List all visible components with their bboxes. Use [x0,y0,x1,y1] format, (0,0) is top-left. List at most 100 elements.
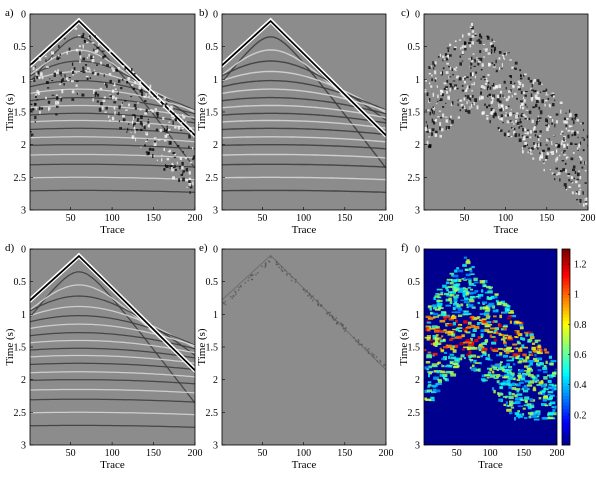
noise-speckle [35,72,38,76]
heatmap-cell [463,312,469,315]
noise-speckle [193,155,195,160]
noise-speckle [493,83,495,86]
noise-speckle [141,92,144,97]
colorbar-segment [562,314,570,319]
noise-speckle [476,105,479,110]
colorbar-segment [562,356,570,361]
colorbar-segment [562,271,570,276]
noise-speckle [153,94,156,97]
noise-speckle [122,115,125,118]
noise-speckle [66,77,69,80]
colorbar-segment [562,373,570,377]
heatmap-cell [424,397,427,401]
noise-speckle [573,134,577,136]
noise-speckle [424,127,427,131]
heatmap-cell [465,339,472,342]
heatmap-cell [433,342,436,346]
heatmap-cell [463,277,466,280]
panel-letter: c) [401,7,410,19]
colorbar-tick-label: 0.8 [574,320,587,331]
noise-speckle [166,133,169,136]
heatmap-cell [542,398,547,402]
heatmap-cell [522,353,527,357]
heatmap-cell [476,323,480,326]
noise-speckle [463,41,467,45]
heatmap-cell [445,378,448,381]
noise-speckle [153,137,157,139]
heatmap-cell [529,413,534,416]
noise-speckle [492,114,495,119]
reflection-event [30,153,195,159]
y-axis-label: Time (s) [4,328,16,366]
heatmap-cell [460,354,465,358]
heatmap-cell [510,402,515,405]
noise-speckle [86,56,89,59]
heatmap-cell [462,287,466,290]
heatmap-cell [433,370,439,373]
heatmap-cell [547,386,552,389]
noise-speckle [166,158,170,161]
noise-speckle [562,151,565,154]
noise-speckle [137,102,140,104]
noise-speckle [439,89,443,93]
noise-speckle [493,64,496,67]
heatmap-cell [475,295,480,298]
noise-speckle [94,49,98,53]
heatmap-cell [429,328,436,330]
noise-speckle [522,114,526,117]
heatmap-cell [500,366,505,370]
noise-speckle [180,174,183,176]
noise-speckle [499,107,503,112]
heatmap-cell [528,369,533,372]
heatmap-cell [548,396,553,400]
heatmap-cell [543,370,548,374]
heatmap-cell [453,296,459,299]
heatmap-cell [441,365,445,368]
noise-speckle [540,83,543,85]
heatmap-cell [433,316,439,318]
heatmap-cell [436,382,442,385]
heatmap-cell [473,326,480,330]
noise-speckle [446,127,448,130]
heatmap-cell [430,316,436,319]
heatmap-cell [437,380,442,384]
heatmap-cell [484,328,490,332]
noise-speckle [162,104,165,109]
heatmap-cell [508,391,511,395]
heatmap-cell [514,330,520,334]
heatmap-cell [426,337,431,341]
noise-speckle [523,99,526,103]
noise-speckle [489,86,492,90]
heatmap-cell [437,301,440,304]
noise-speckle [437,94,439,99]
noise-speckle [546,127,549,132]
heatmap-cell [496,374,501,377]
noise-speckle [583,161,586,165]
noise-speckle [103,54,106,58]
noise-speckle [446,79,449,83]
noise-speckle [453,68,456,71]
heatmap-cell [452,314,455,317]
colorbar-segment [562,402,570,407]
heatmap-cell [506,363,510,367]
heatmap-cell [516,340,520,344]
noise-speckle [552,94,555,96]
heatmap-cell [530,380,535,384]
reflection-event [30,136,195,143]
noise-speckle [510,89,512,92]
noise-speckle [533,79,536,82]
residual-speckle [368,350,370,353]
x-tick-label: 50 [452,448,462,459]
noise-speckle [578,170,580,173]
noise-speckle [468,100,471,102]
noise-speckle [60,79,63,83]
heatmap-cell [538,381,544,385]
noise-speckle [107,115,110,118]
heatmap-cell [479,313,484,315]
noise-speckle [523,135,526,140]
noise-speckle [532,157,535,160]
noise-speckle [576,147,579,150]
noise-speckle [40,107,44,110]
noise-speckle [492,109,495,113]
heatmap-cell [441,370,445,373]
